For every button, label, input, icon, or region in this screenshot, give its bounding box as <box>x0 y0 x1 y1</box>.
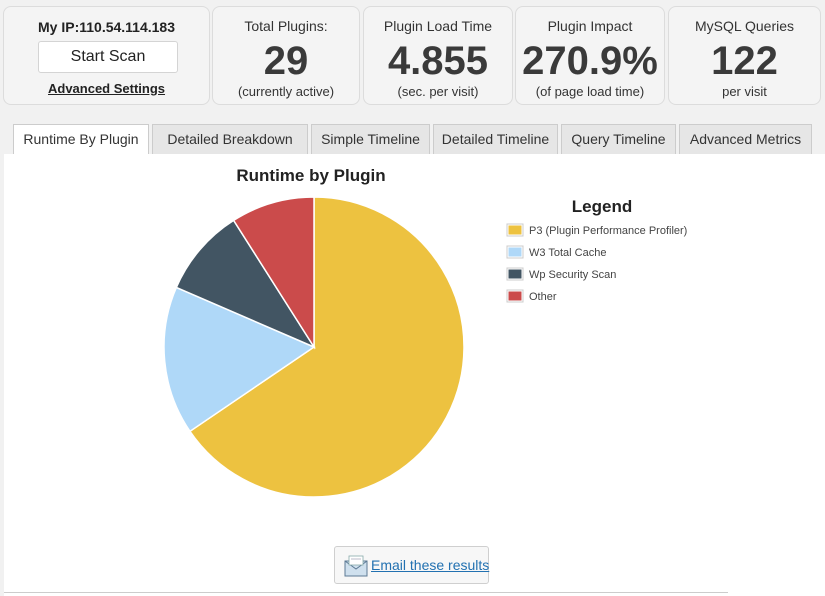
stat-title: Plugin Impact <box>547 18 633 34</box>
stat-card-total-plugins: Total Plugins: 29 (currently active) <box>212 6 360 105</box>
stat-value: 122 <box>711 39 778 83</box>
legend: P3 (Plugin Performance Profiler) W3 Total… <box>506 223 687 303</box>
stat-title: MySQL Queries <box>694 18 795 34</box>
stat-title: Plugin Load Time <box>383 18 493 34</box>
legend-label-1: W3 Total Cache <box>529 247 606 259</box>
stat-subtitle: per visit <box>722 84 767 99</box>
runtime-pie-chart: Runtime by Plugin Legend P3 (Plugin Perf… <box>163 166 687 498</box>
ip-label: My IP:110.54.114.183 <box>38 19 175 35</box>
tab-simple-timeline[interactable]: Simple Timeline <box>311 124 430 154</box>
stat-card-plugin-impact: Plugin Impact 270.9% (of page load time) <box>515 6 665 105</box>
start-scan-button[interactable]: Start Scan <box>38 41 178 73</box>
stat-value: 29 <box>263 39 309 83</box>
legend-label-2: Wp Security Scan <box>529 269 616 281</box>
email-results-link[interactable]: Email these results <box>371 557 490 573</box>
advanced-settings-link[interactable]: Advanced Settings <box>47 81 166 96</box>
legend-label-3: Other <box>529 291 557 303</box>
tab-bar: Runtime By Plugin Detailed Breakdown Sim… <box>13 124 825 155</box>
pie-slice-1 <box>163 286 316 433</box>
legend-swatch-2 <box>508 269 522 279</box>
legend-swatch-0 <box>508 225 522 235</box>
stat-subtitle: (of page load time) <box>535 84 645 99</box>
chart-title: Runtime by Plugin <box>236 166 385 185</box>
tab-detailed-timeline[interactable]: Detailed Timeline <box>433 124 558 154</box>
envelope-icon <box>344 555 368 582</box>
stat-value: 4.855 <box>387 39 489 83</box>
pie-slice-3 <box>232 196 315 350</box>
tab-runtime-by-plugin[interactable]: Runtime By Plugin <box>13 124 149 155</box>
panel-divider <box>4 592 728 593</box>
stat-card-load-time: Plugin Load Time 4.855 (sec. per visit) <box>363 6 513 105</box>
pie-slice-0 <box>188 196 465 498</box>
pie-slices <box>163 196 465 498</box>
legend-label-0: P3 (Plugin Performance Profiler) <box>529 225 687 237</box>
stat-subtitle: (currently active) <box>237 84 335 99</box>
pie-slice-2 <box>175 219 316 349</box>
chart-panel: Runtime by Plugin Legend P3 (Plugin Perf… <box>4 154 825 596</box>
tab-advanced-metrics[interactable]: Advanced Metrics <box>679 124 812 154</box>
ip-card: My IP:110.54.114.183 Start Scan Advanced… <box>3 6 210 105</box>
tab-detailed-breakdown[interactable]: Detailed Breakdown <box>152 124 308 154</box>
stat-title: Total Plugins: <box>244 18 328 34</box>
stat-value: 270.9% <box>522 39 658 83</box>
tab-query-timeline[interactable]: Query Timeline <box>561 124 676 154</box>
legend-swatch-3 <box>508 291 522 301</box>
email-results-box[interactable]: Email these results <box>334 546 489 584</box>
stat-subtitle: (sec. per visit) <box>397 84 479 99</box>
stat-card-mysql-queries: MySQL Queries 122 per visit <box>668 6 821 105</box>
legend-swatch-1 <box>508 247 522 257</box>
legend-title: Legend <box>572 197 632 216</box>
